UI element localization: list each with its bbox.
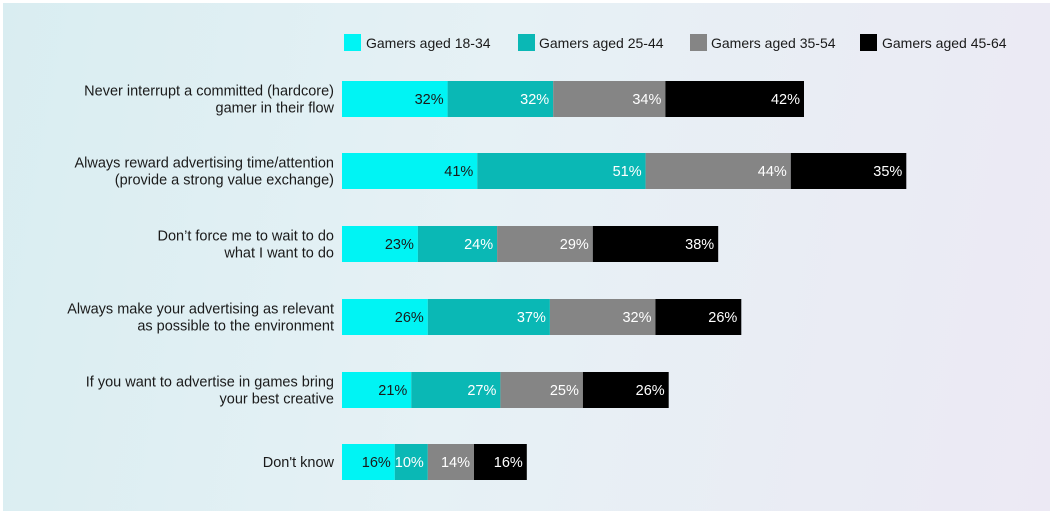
bar-row3-series2 [417, 226, 498, 262]
legend: Gamers aged 18-34 Gamers aged 25-44 Gamers… [344, 34, 1007, 51]
bar-row2-series3 [645, 153, 791, 189]
bar-row4-series3 [549, 299, 656, 335]
bar-row2-series4 [790, 153, 907, 189]
bar-label-row1-series3: 34% [632, 92, 661, 108]
bar-row3-series1 [342, 226, 418, 262]
bar-label-row5-series2: 27% [467, 383, 496, 399]
bar-row4-series1 [342, 299, 428, 335]
bar-label-row3-series1: 23% [385, 237, 414, 253]
category-label-5: If you want to advertise in games bring y… [86, 375, 334, 408]
bar-label-row2-series3: 44% [758, 164, 787, 180]
bar-row6-series3 [427, 444, 474, 480]
legend-label-2: Gamers aged 25-44 [539, 35, 664, 51]
bar-label-row1-series2: 32% [520, 92, 549, 108]
legend-label-4: Gamers aged 45-64 [882, 35, 1007, 51]
bar-label-row5-series1: 21% [378, 383, 407, 399]
bar-label-row1-series1: 32% [415, 92, 444, 108]
bar-label-row2-series2: 51% [613, 164, 642, 180]
category-label-2: Always reward advertising time/attention… [74, 156, 334, 189]
bar-row1-series3 [553, 81, 666, 117]
legend-swatch-3 [690, 34, 707, 51]
bar-label-row4-series2: 37% [517, 310, 546, 326]
category-label-6: Don't know [263, 455, 335, 471]
bar-label-row3-series4: 38% [685, 237, 714, 253]
bar-label-row5-series4: 26% [636, 383, 665, 399]
legend-swatch-1 [344, 34, 361, 51]
bar-row3-series4 [592, 226, 719, 262]
bar-label-row4-series1: 26% [395, 310, 424, 326]
bars: 32% 32% 34% 42% 41% 51% 44% 35% 23% 24% 29% 38% 26% 3… [342, 81, 907, 480]
bar-row5-series1 [342, 372, 412, 408]
bar-row6-series1 [342, 444, 395, 480]
bar-row1-series4 [665, 81, 804, 117]
bar-label-row3-series2: 24% [464, 237, 493, 253]
legend-label-1: Gamers aged 18-34 [366, 35, 491, 51]
bar-label-row6-series1: 16% [362, 455, 391, 471]
bar-row1-series2 [447, 81, 554, 117]
bar-label-row5-series3: 25% [550, 383, 579, 399]
bar-row6-series2 [394, 444, 428, 480]
category-label-4: Always make your advertising as relevant… [67, 302, 334, 335]
bar-label-row2-series1: 41% [444, 164, 473, 180]
legend-swatch-2 [518, 34, 535, 51]
bar-label-row6-series4: 16% [494, 455, 523, 471]
bar-row4-series2 [427, 299, 550, 335]
bar-row4-series4 [655, 299, 742, 335]
category-label-3: Don’t force me to wait to do what I want … [158, 229, 335, 262]
bar-row5-series2 [411, 372, 501, 408]
bar-label-row2-series4: 35% [873, 164, 902, 180]
category-labels: Never interrupt a committed (hardcore) ga… [67, 84, 334, 472]
legend-label-3: Gamers aged 35-54 [711, 35, 836, 51]
bar-label-row3-series3: 29% [560, 237, 589, 253]
bar-row5-series4 [582, 372, 669, 408]
bar-label-row6-series3: 14% [441, 455, 470, 471]
bar-row1-series1 [342, 81, 448, 117]
bar-row2-series1 [342, 153, 478, 189]
bar-label-row1-series4: 42% [771, 92, 800, 108]
bar-label-row4-series4: 26% [708, 310, 737, 326]
bar-label-row4-series3: 32% [622, 310, 651, 326]
bar-row5-series3 [500, 372, 583, 408]
bar-row3-series3 [497, 226, 593, 262]
category-label-1: Never interrupt a committed (hardcore) ga… [84, 84, 334, 117]
bar-row6-series4 [474, 444, 527, 480]
bar-label-row6-series2: 10% [395, 455, 424, 471]
legend-swatch-4 [860, 34, 877, 51]
bar-row2-series2 [477, 153, 646, 189]
